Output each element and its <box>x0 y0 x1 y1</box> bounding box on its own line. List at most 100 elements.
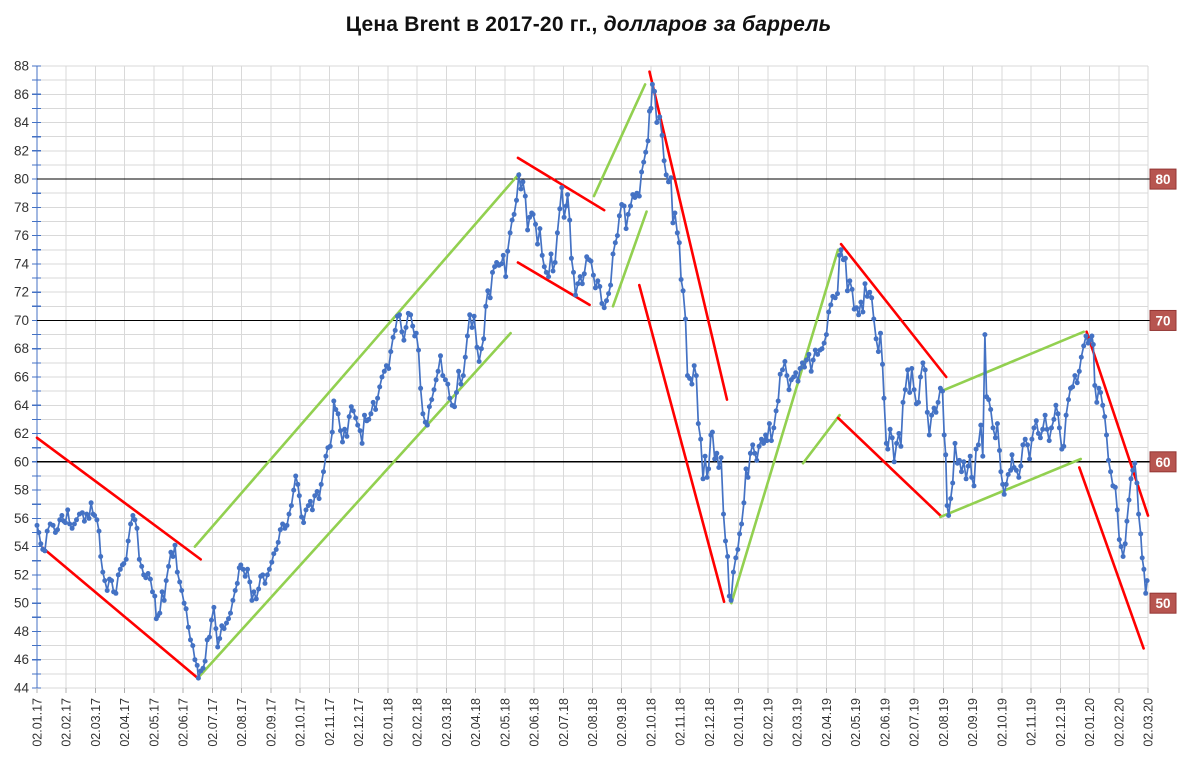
price-marker <box>1118 544 1124 550</box>
price-marker <box>752 450 758 456</box>
price-marker <box>941 432 947 438</box>
price-marker <box>860 309 866 315</box>
price-marker <box>1027 456 1033 462</box>
y-tick-label: 70 <box>14 313 29 328</box>
price-marker <box>561 214 567 220</box>
trend-line-down-channel-2017-top <box>35 436 203 561</box>
price-marker <box>299 514 305 520</box>
chart-title-main: Цена Brent в 2017-20 гг., <box>345 13 598 36</box>
price-marker <box>507 230 513 236</box>
price-marker <box>847 278 853 284</box>
x-tick-label: 02.02.20 <box>1112 698 1126 747</box>
price-marker <box>284 522 290 528</box>
price-marker <box>202 658 208 664</box>
price-marker <box>745 474 751 480</box>
price-marker <box>880 361 885 367</box>
price-marker <box>898 443 904 449</box>
y-axis <box>32 65 41 689</box>
price-marker <box>920 360 926 366</box>
price-marker <box>797 366 803 371</box>
price-marker <box>971 483 977 489</box>
price-marker <box>929 412 935 418</box>
price-marker <box>301 520 307 526</box>
x-tick-label: 02.09.18 <box>615 698 629 747</box>
price-marker <box>1136 511 1142 517</box>
price-marker <box>251 589 257 595</box>
price-marker <box>844 288 850 294</box>
price-marker <box>1063 412 1069 418</box>
price-marker <box>641 159 647 165</box>
trend-line-down-channel-2019-bottom <box>836 416 942 517</box>
y-tick-label: 86 <box>14 87 29 102</box>
price-marker <box>606 291 612 297</box>
price-marker <box>654 120 660 125</box>
price-marker <box>670 220 676 226</box>
price-marker <box>723 538 728 544</box>
price-marker <box>483 303 489 309</box>
price-marker <box>386 366 392 371</box>
price-marker <box>295 481 301 487</box>
price-marker <box>764 438 770 444</box>
x-tick-label: 02.01.19 <box>732 698 746 747</box>
price-marker <box>1144 578 1150 584</box>
x-tick-label: 02.02.19 <box>761 698 775 747</box>
price-marker <box>997 448 1002 453</box>
trend-line-up-channel-2019-20-top <box>943 330 1085 392</box>
price-marker <box>771 425 777 431</box>
x-tick-label: 02.07.18 <box>557 698 571 747</box>
price-marker <box>883 440 889 446</box>
price-marker <box>704 474 710 480</box>
y-tick-label: 82 <box>14 143 29 158</box>
y-tick-label: 50 <box>14 596 29 611</box>
price-marker <box>228 610 233 616</box>
price-marker <box>159 589 165 595</box>
right-value-labels: 80 70 60 50 <box>1149 168 1177 614</box>
price-marker <box>130 513 136 518</box>
price-marker <box>832 295 838 301</box>
price-marker <box>433 377 439 383</box>
price-marker <box>329 429 335 435</box>
trend-line-up-channel-2017-18-bottom <box>196 331 512 680</box>
price-marker <box>59 513 65 518</box>
price-marker <box>1046 438 1052 444</box>
price-marker <box>735 547 741 552</box>
right-label-box-80 <box>1149 168 1177 190</box>
price-marker <box>1114 507 1120 513</box>
price-marker <box>1056 425 1062 431</box>
price-marker <box>948 496 954 502</box>
price-marker <box>174 569 180 575</box>
price-marker <box>819 346 825 352</box>
price-marker <box>323 453 329 459</box>
price-marker <box>36 530 42 535</box>
price-marker <box>657 114 663 120</box>
price-marker <box>1074 380 1080 386</box>
price-marker <box>280 521 286 527</box>
price-marker <box>74 517 79 523</box>
price-marker <box>185 624 191 630</box>
price-marker <box>782 359 788 364</box>
y-tick-label: 48 <box>14 624 29 639</box>
price-marker <box>702 453 708 459</box>
price-marker <box>1016 474 1022 480</box>
price-marker <box>121 561 127 567</box>
price-marker <box>1035 431 1041 436</box>
price-marker <box>271 551 277 557</box>
price-marker <box>269 559 275 565</box>
price-marker <box>177 579 183 585</box>
price-marker <box>490 269 495 275</box>
price-marker <box>416 347 421 353</box>
price-marker <box>377 384 383 390</box>
x-tick-label: 02.04.18 <box>469 698 483 747</box>
price-marker <box>335 411 341 417</box>
price-marker <box>911 387 917 393</box>
y-tick-label: 54 <box>14 539 30 554</box>
x-tick-label: 02.05.18 <box>498 698 512 747</box>
price-marker <box>440 373 446 379</box>
price-marker <box>909 366 915 371</box>
price-marker <box>401 337 407 343</box>
price-marker <box>253 596 259 602</box>
price-marker <box>761 440 766 446</box>
price-marker <box>643 149 649 155</box>
price-marker <box>314 489 320 494</box>
